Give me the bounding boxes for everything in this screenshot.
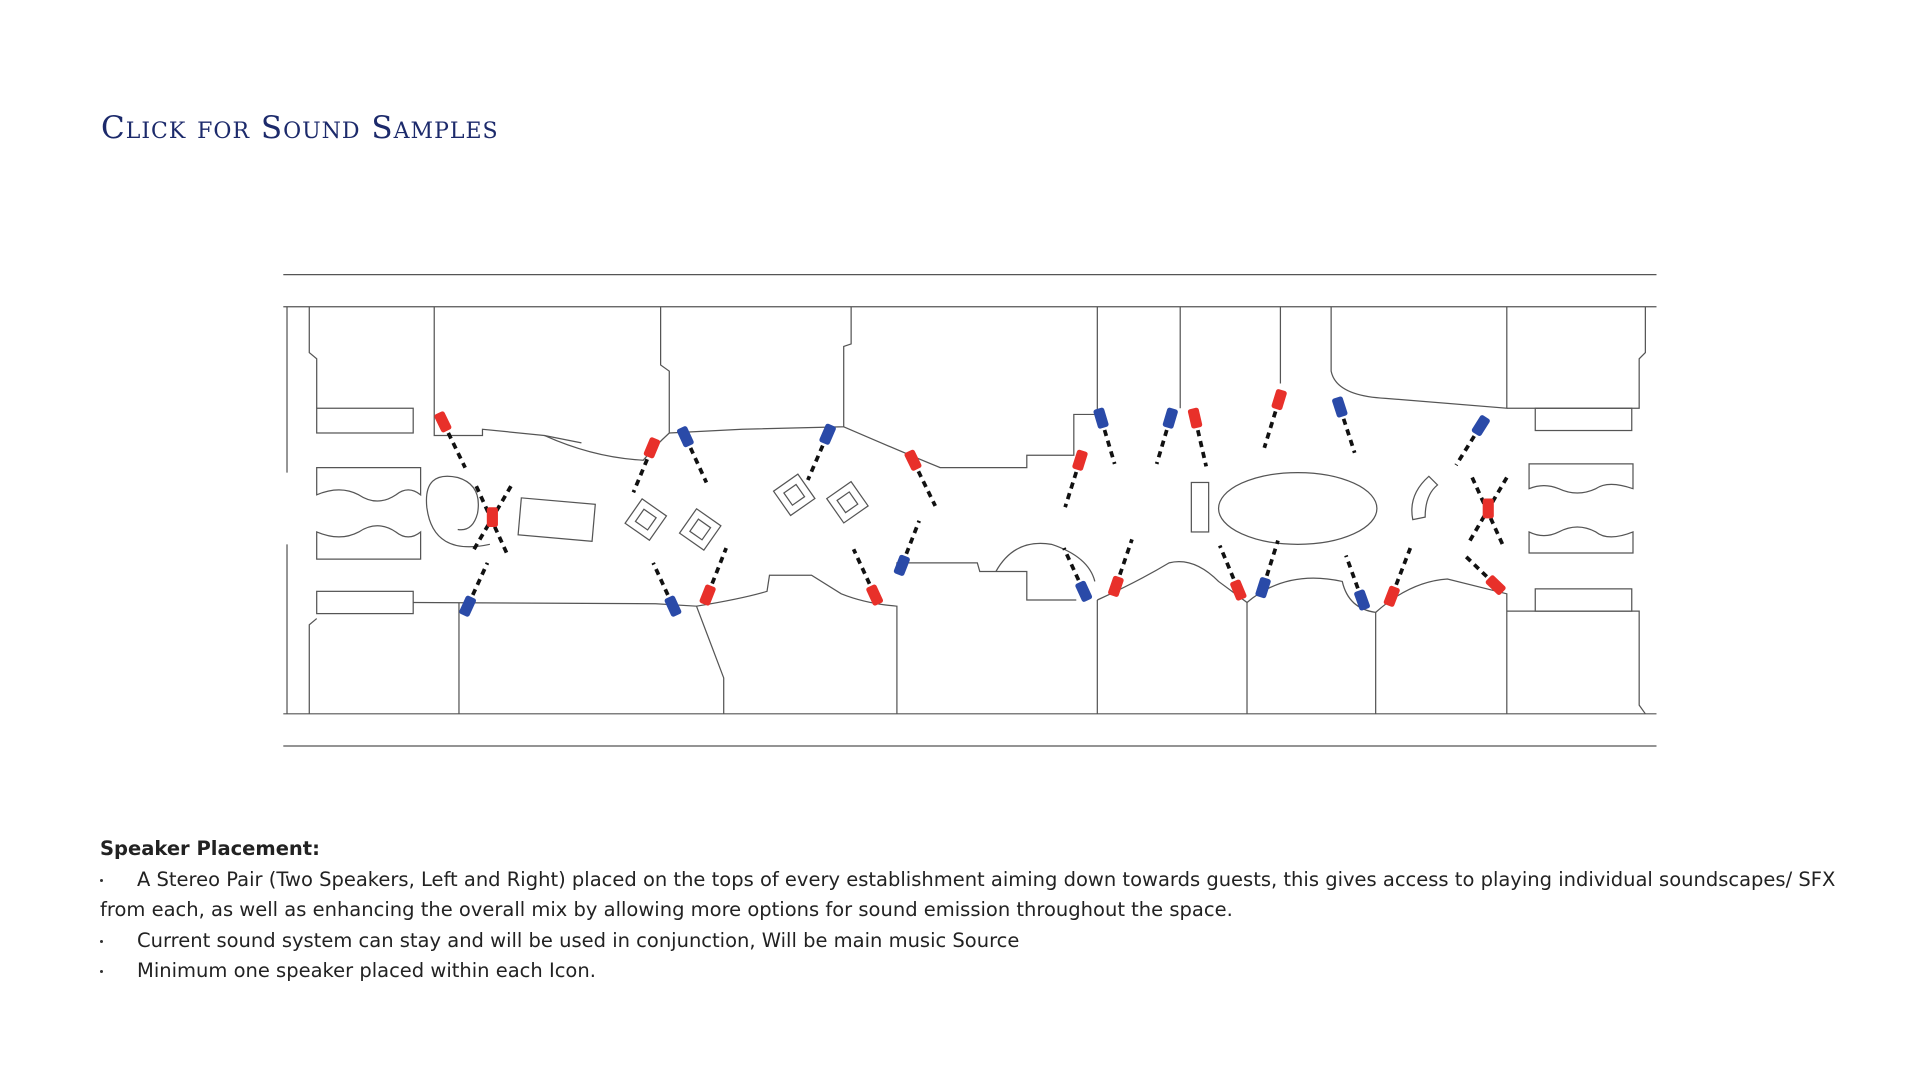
speaker-beam: [471, 562, 490, 596]
speaker-beam: [916, 470, 937, 507]
speaker-beam: [1265, 540, 1280, 577]
speaker: [486, 507, 498, 528]
speaker: [904, 449, 922, 471]
speaker: [676, 426, 694, 448]
speaker-beam: [1344, 554, 1360, 589]
note-text: Current sound system can stay and will b…: [137, 928, 1020, 952]
speaker: [1332, 396, 1348, 418]
notes: Speaker Placement: A Stereo Pair (Two Sp…: [100, 834, 1840, 987]
sound-samples-link[interactable]: Click for Sound Samples: [101, 110, 499, 146]
speaker-beam: [1196, 429, 1208, 467]
speaker-beam: [688, 447, 709, 484]
speaker-beam: [1063, 471, 1079, 508]
speaker: [1162, 407, 1178, 429]
speaker-beam: [904, 520, 921, 555]
speaker-beam: [1154, 429, 1169, 465]
note-text: A Stereo Pair (Two Speakers, Left and Ri…: [100, 867, 1836, 922]
speaker: [866, 584, 884, 606]
speaker: [819, 423, 836, 445]
speaker-beam: [1102, 429, 1117, 465]
speaker: [1230, 579, 1247, 601]
speaker: [1187, 407, 1203, 429]
speaker-beam: [1262, 410, 1278, 449]
notes-heading: Speaker Placement:: [100, 837, 320, 860]
speaker: [434, 411, 452, 433]
speaker: [699, 584, 716, 606]
speaker-beam: [1118, 538, 1134, 576]
speaker: [1108, 575, 1124, 597]
speaker-beam: [1341, 418, 1357, 454]
speaker-beam: [651, 562, 670, 596]
speaker-beam: [1394, 547, 1413, 586]
speaker-beam: [446, 432, 467, 469]
speaker: [1072, 449, 1088, 471]
speaker: [1485, 575, 1506, 596]
speaker-beam: [851, 548, 872, 585]
speaker: [1255, 577, 1271, 599]
speaker-beam: [1462, 552, 1489, 578]
speaker: [1482, 498, 1494, 519]
speaker: [1093, 407, 1109, 429]
speaker-beam: [1218, 544, 1236, 580]
speaker-beam: [806, 444, 825, 481]
speaker: [459, 595, 477, 617]
note-item: A Stereo Pair (Two Speakers, Left and Ri…: [100, 865, 1840, 926]
speaker: [1271, 389, 1287, 411]
note-item: Current sound system can stay and will b…: [100, 926, 1840, 957]
bullet: [100, 878, 103, 882]
speaker: [664, 595, 682, 617]
bullet: [100, 970, 103, 973]
note-item: Minimum one speaker placed within each I…: [100, 956, 1840, 987]
speaker: [893, 554, 910, 576]
speaker: [1354, 589, 1370, 611]
speaker: [1075, 580, 1093, 602]
bullet: [100, 939, 103, 943]
speaker-beam: [1062, 547, 1081, 581]
speaker-beam: [710, 547, 728, 585]
speaker: [1383, 585, 1400, 607]
speakers: [434, 389, 1509, 617]
walls: [283, 274, 1657, 747]
speaker-beam: [1454, 435, 1476, 467]
note-text: Minimum one speaker placed within each I…: [137, 959, 596, 982]
speaker: [643, 437, 661, 459]
speaker-beam: [631, 458, 649, 494]
speaker: [1471, 415, 1490, 436]
